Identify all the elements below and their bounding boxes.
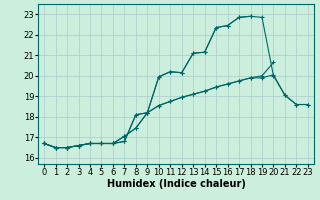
X-axis label: Humidex (Indice chaleur): Humidex (Indice chaleur) (107, 179, 245, 189)
